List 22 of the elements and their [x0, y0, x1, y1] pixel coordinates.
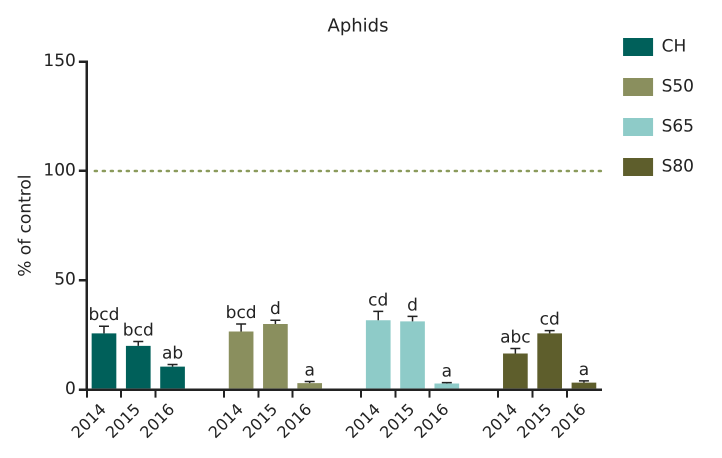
data-label: cd: [368, 290, 388, 310]
data-label: bcd: [226, 302, 257, 323]
data-label: d: [407, 295, 418, 316]
data-label: abc: [500, 327, 531, 348]
data-label: cd: [540, 310, 560, 330]
legend-label: S50: [662, 76, 694, 96]
y-tick-label: 100: [43, 160, 76, 180]
y-axis-title: % of control: [16, 174, 36, 277]
data-label: bcd: [88, 305, 120, 326]
legend-label: S65: [662, 116, 694, 136]
legend-label: CH: [662, 36, 686, 56]
data-label: ab: [162, 343, 184, 364]
data-label: a: [304, 360, 315, 380]
data-label: bcd: [122, 320, 154, 340]
data-label: a: [442, 362, 452, 382]
data-label: d: [270, 299, 281, 320]
y-tick-label: 150: [43, 51, 76, 72]
y-tick-label: 0: [65, 379, 76, 400]
data-label: a: [578, 360, 590, 380]
legend-label: S80: [662, 156, 694, 176]
chart-title: Aphids: [328, 15, 388, 36]
y-tick-label: 50: [54, 270, 76, 290]
